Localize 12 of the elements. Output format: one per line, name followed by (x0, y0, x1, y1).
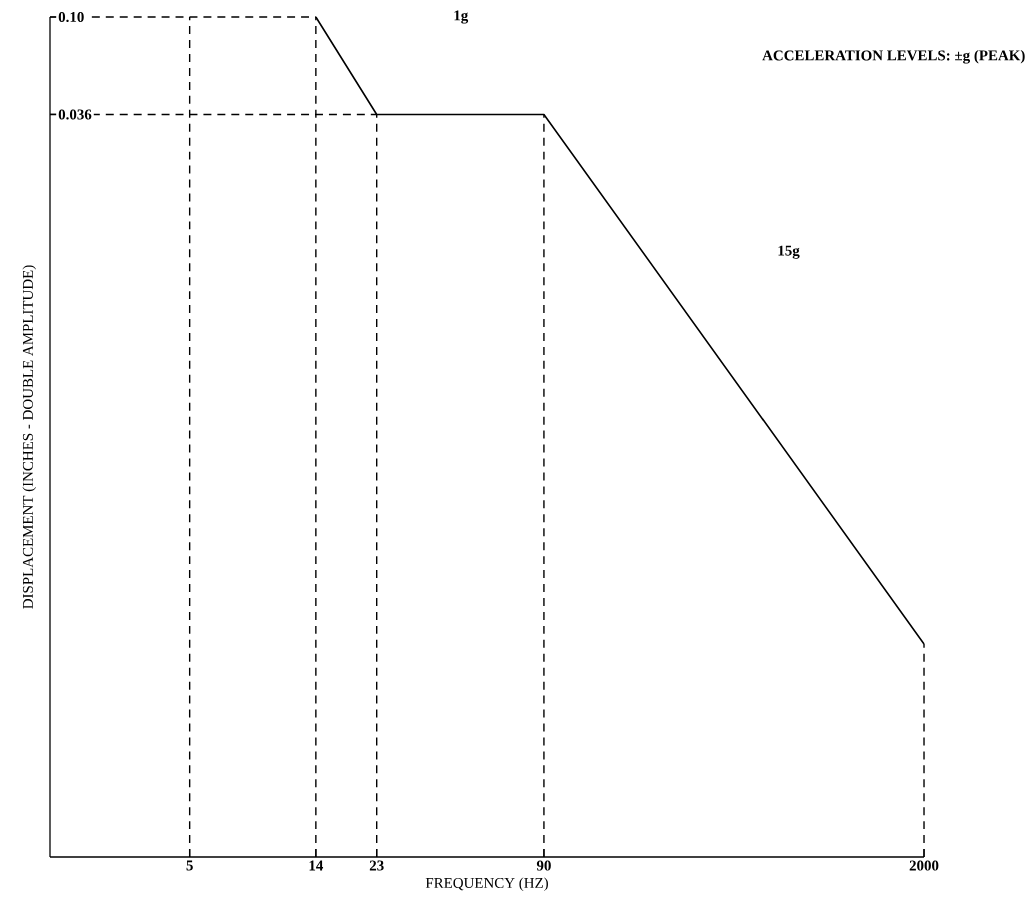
y-tick-label: 0.036 (58, 109, 92, 120)
x-tick-label: 23 (369, 860, 384, 871)
annotation: 15g (778, 245, 800, 259)
x-tick-label: 14 (309, 860, 324, 871)
x-tick-label: 5 (186, 860, 193, 871)
annotation: ACCELERATION LEVELS: ±g (PEAK) (762, 49, 1025, 64)
y-axis-title: DISPLACEMENT (INCHES - DOUBLE AMPLITUDE) (22, 265, 36, 609)
annotation: 1g (454, 10, 469, 24)
x-axis-title: FREQUENCY (HZ) (425, 877, 548, 892)
y-tick-label: 0.10 (58, 11, 84, 23)
x-tick-label: 2000 (909, 860, 939, 871)
x-tick-label: 90 (536, 860, 551, 871)
